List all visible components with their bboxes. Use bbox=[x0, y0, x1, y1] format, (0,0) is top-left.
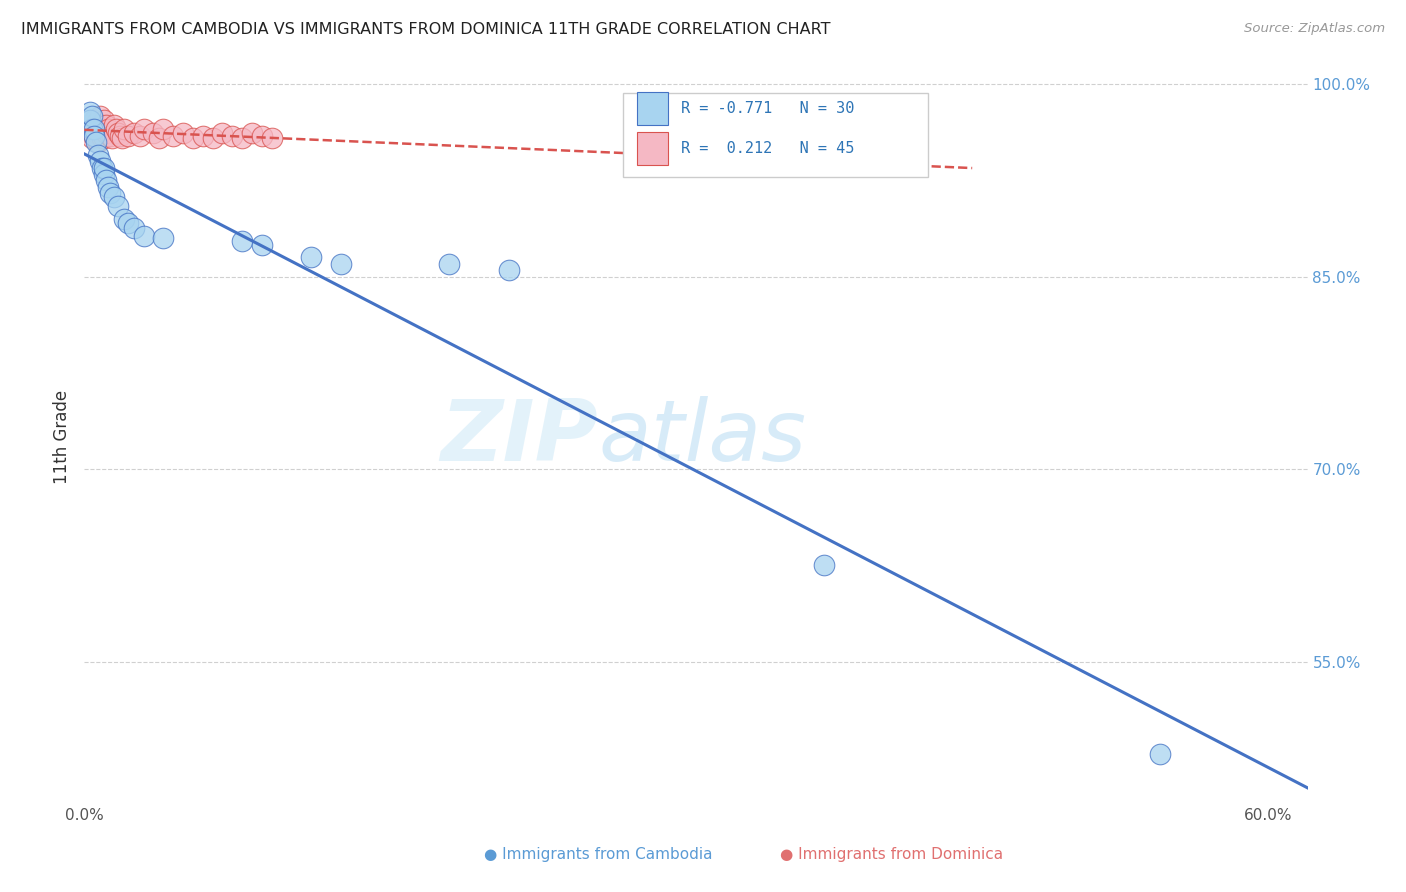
Point bbox=[152, 122, 174, 136]
Point bbox=[122, 126, 145, 140]
Point bbox=[79, 126, 101, 140]
Point bbox=[191, 128, 214, 143]
Point bbox=[94, 126, 117, 140]
Point bbox=[299, 251, 322, 265]
Point bbox=[221, 128, 243, 143]
Point bbox=[128, 128, 150, 143]
Text: ● Immigrants from Cambodia: ● Immigrants from Cambodia bbox=[484, 847, 713, 862]
Point bbox=[117, 216, 139, 230]
Point bbox=[103, 190, 125, 204]
Point bbox=[172, 126, 194, 140]
Point bbox=[87, 118, 110, 132]
Point bbox=[107, 126, 129, 140]
Point bbox=[79, 113, 101, 128]
Point bbox=[162, 128, 184, 143]
Text: R = -0.771   N = 30: R = -0.771 N = 30 bbox=[682, 102, 855, 116]
Text: R =  0.212   N = 45: R = 0.212 N = 45 bbox=[682, 141, 855, 156]
Point bbox=[132, 228, 155, 243]
Point bbox=[329, 257, 352, 271]
Point bbox=[101, 131, 124, 145]
Point bbox=[98, 128, 121, 143]
Point bbox=[142, 126, 165, 140]
Point bbox=[84, 126, 107, 140]
Point bbox=[260, 131, 283, 145]
Point bbox=[91, 118, 114, 132]
Point bbox=[107, 199, 129, 213]
Point bbox=[93, 122, 115, 136]
Point bbox=[117, 128, 139, 143]
Point bbox=[498, 263, 520, 277]
Point bbox=[83, 128, 105, 143]
Point bbox=[211, 126, 233, 140]
Point bbox=[83, 128, 105, 143]
Point bbox=[112, 122, 135, 136]
Point bbox=[89, 109, 111, 123]
Point bbox=[89, 122, 111, 136]
Bar bbox=[637, 132, 668, 165]
Text: ZIP: ZIP bbox=[440, 395, 598, 479]
Point bbox=[103, 118, 125, 132]
Point bbox=[93, 161, 115, 175]
Point bbox=[83, 122, 105, 136]
Point bbox=[231, 131, 253, 145]
Point bbox=[97, 179, 120, 194]
Point bbox=[132, 122, 155, 136]
Point bbox=[201, 131, 224, 145]
Point bbox=[89, 154, 111, 169]
Point bbox=[93, 131, 115, 145]
Point bbox=[83, 113, 105, 128]
Point bbox=[94, 118, 117, 132]
Point bbox=[93, 167, 115, 181]
Point bbox=[82, 109, 104, 123]
Point bbox=[84, 116, 107, 130]
Point bbox=[94, 173, 117, 187]
Point bbox=[813, 558, 835, 573]
Point bbox=[439, 257, 461, 271]
Point bbox=[122, 221, 145, 235]
Point bbox=[84, 135, 107, 149]
Point bbox=[1149, 747, 1171, 761]
Point bbox=[87, 135, 110, 149]
Point bbox=[98, 186, 121, 201]
Point bbox=[231, 234, 253, 248]
Point bbox=[91, 131, 114, 145]
Point bbox=[79, 105, 101, 120]
Point bbox=[152, 231, 174, 245]
Point bbox=[250, 237, 273, 252]
Point bbox=[104, 122, 127, 136]
Text: ● Immigrants from Dominica: ● Immigrants from Dominica bbox=[780, 847, 1004, 862]
Point bbox=[111, 131, 134, 145]
Text: Source: ZipAtlas.com: Source: ZipAtlas.com bbox=[1244, 22, 1385, 36]
Point bbox=[91, 161, 114, 175]
Point bbox=[250, 128, 273, 143]
Point bbox=[77, 118, 100, 132]
Point bbox=[87, 148, 110, 162]
Text: atlas: atlas bbox=[598, 395, 806, 479]
Point bbox=[148, 131, 170, 145]
Point bbox=[240, 126, 263, 140]
Point bbox=[97, 122, 120, 136]
Y-axis label: 11th Grade: 11th Grade bbox=[53, 390, 72, 484]
Point bbox=[93, 113, 115, 128]
Point bbox=[82, 131, 104, 145]
FancyBboxPatch shape bbox=[623, 94, 928, 178]
Bar bbox=[637, 93, 668, 125]
Text: IMMIGRANTS FROM CAMBODIA VS IMMIGRANTS FROM DOMINICA 11TH GRADE CORRELATION CHAR: IMMIGRANTS FROM CAMBODIA VS IMMIGRANTS F… bbox=[21, 22, 831, 37]
Point bbox=[112, 211, 135, 226]
Point bbox=[108, 128, 131, 143]
Point bbox=[82, 122, 104, 136]
Point bbox=[181, 131, 204, 145]
